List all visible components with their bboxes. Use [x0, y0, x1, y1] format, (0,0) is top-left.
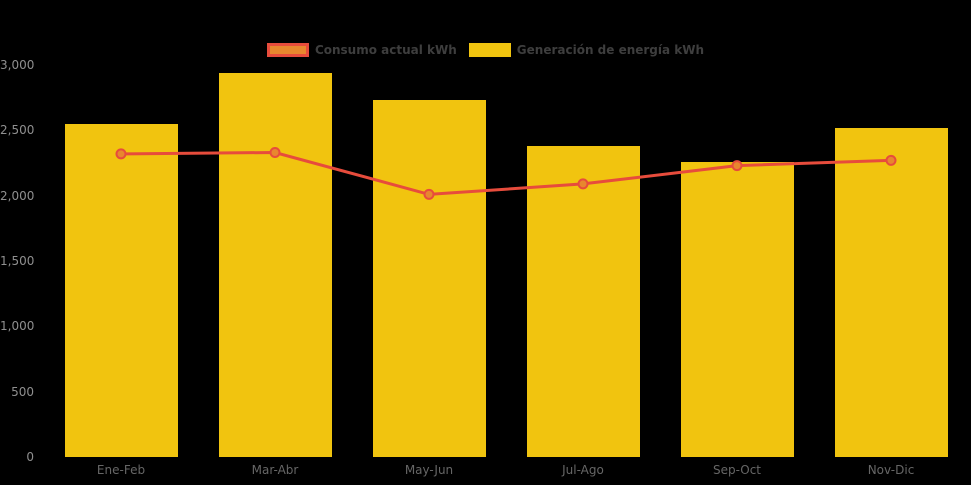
- consumo-point-nov-dic[interactable]: [885, 154, 897, 166]
- bar-may-jun[interactable]: [372, 100, 486, 457]
- bar-sep-oct[interactable]: [680, 161, 794, 457]
- y-tick-label: 2,500: [0, 123, 35, 138]
- y-tick-label: 0: [26, 450, 34, 464]
- legend-swatch-line-series: [266, 43, 309, 57]
- bar-ene-feb[interactable]: [64, 123, 178, 457]
- x-axis-label-nov-dic: Nov-Dic: [867, 463, 915, 477]
- consumo-line: [120, 150, 892, 196]
- x-axis-label-mar-abr: Mar-Abr: [251, 463, 299, 477]
- y-tick-label: 2,000: [0, 188, 35, 203]
- y-axis: 0 500 1,000 1,500 2,000 2,500 3,000: [0, 58, 35, 464]
- legend-swatch-bar-series: [468, 43, 511, 57]
- legend-label-consumo-actual: Consumo actual kWh: [314, 43, 457, 57]
- y-tick-label: 1,500: [0, 254, 35, 268]
- consumo-point-mar-abr[interactable]: [269, 147, 281, 158]
- y-tick-label: 3,000: [0, 58, 35, 72]
- bar-mar-abr[interactable]: [218, 72, 332, 457]
- y-tick-label: 500: [11, 384, 34, 399]
- x-axis-label-ene-feb: Ene-Feb: [96, 463, 146, 477]
- bar-jul-ago[interactable]: [526, 146, 640, 457]
- bars-layer: [44, 65, 968, 457]
- y-tick-label: 1,000: [0, 319, 35, 334]
- legend-item-generacion-energia[interactable]: Generación de energía kWh: [468, 43, 705, 57]
- consumo-point-jul-ago[interactable]: [577, 178, 589, 190]
- legend-item-consumo-actual[interactable]: Consumo actual kWh: [266, 43, 457, 57]
- legend-label-generacion-energia: Generación de energía kWh: [516, 43, 705, 57]
- x-axis-label-jul-ago: Jul-Ago: [562, 463, 604, 477]
- x-axis-label-sep-oct: Sep-Oct: [712, 463, 762, 477]
- chart-legend: Consumo actual kWh Generación de energía…: [0, 43, 971, 57]
- bar-nov-dic[interactable]: [834, 127, 948, 457]
- line-layer: [115, 147, 897, 200]
- consumo-point-ene-feb[interactable]: [115, 148, 127, 160]
- x-axis-label-may-jun: May-Jun: [404, 463, 454, 477]
- consumo-point-may-jun[interactable]: [423, 188, 435, 200]
- plot-area: [44, 65, 968, 457]
- consumo-point-sep-oct[interactable]: [731, 160, 743, 172]
- x-axis: Ene-Feb Mar-Abr May-Jun Jul-Ago Sep-Oct Nov-D…: [44, 463, 968, 479]
